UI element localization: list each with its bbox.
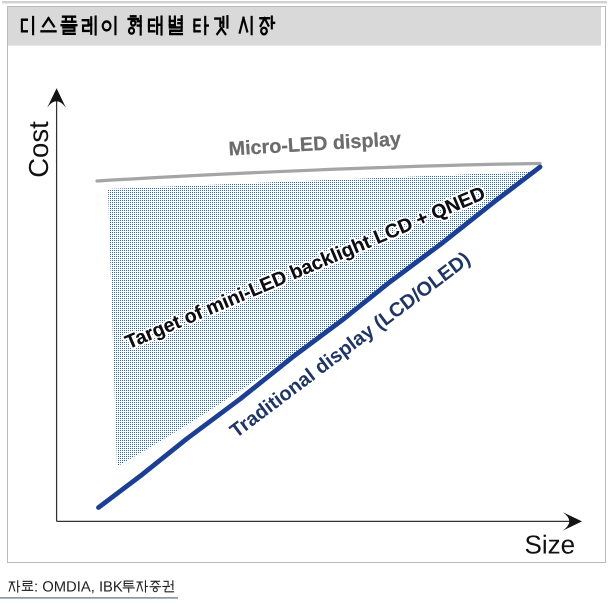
svg-text:Size: Size: [525, 530, 576, 560]
svg-text:Cost: Cost: [23, 121, 54, 178]
svg-text:: OMDIA, IBK: : OMDIA, IBK: [34, 580, 123, 596]
